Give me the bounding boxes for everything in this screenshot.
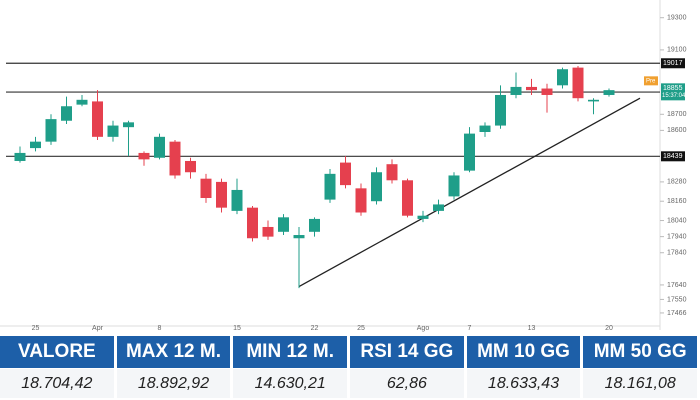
candle-body [30,141,41,149]
x-tick-label: 25 [357,325,365,332]
x-tick-label: 20 [605,325,613,332]
y-tick-label: 19100 [667,47,687,54]
candle-body [185,160,196,173]
candle-body [107,125,119,137]
value-cell: 14.630,21 [233,368,351,398]
candle-body [417,215,429,219]
candle-body [588,99,599,102]
candle-body [61,106,72,121]
candle-body [340,162,351,186]
value-cell: 18.892,92 [116,368,234,398]
candle-body [138,152,150,160]
candle-body [386,164,398,181]
candle-body [371,172,382,202]
x-tick-label: 7 [468,325,472,332]
y-tick-label: 19300 [667,15,687,22]
y-tick-label: 18600 [667,127,687,134]
y-tick-label: 17640 [667,282,687,289]
level-box [661,58,685,69]
header-cell: MM 50 GG [583,336,700,368]
candle-body [309,218,320,232]
candle-body [572,67,584,99]
candle-body [216,181,227,208]
level-label: 18439 [663,153,683,160]
candle-body [92,101,103,137]
candle-body [247,207,258,239]
pre-label: Pre [646,78,656,84]
header-cell: MAX 12 M. [116,336,234,368]
candle-body [169,141,181,176]
price-label: 18855 [663,85,683,92]
candle-body [541,88,553,95]
y-tick-label: 18040 [667,217,687,224]
value-cell: 18.161,08 [583,368,700,398]
x-tick-label: Apr [92,325,104,332]
y-tick-label: 18280 [667,179,687,186]
candle-body [76,99,88,105]
y-tick-label: 17840 [667,250,687,257]
value-cell: 62,86 [350,368,467,398]
x-tick-label: 25 [32,325,40,332]
x-tick-label: 8 [158,325,162,332]
candle-body [200,178,212,198]
trendline [298,97,641,288]
header-cell: MM 10 GG [466,336,584,368]
candle-body [464,133,475,171]
candle-body [123,122,134,128]
candle-body [479,125,491,132]
candle-body [355,188,367,213]
candle-body [448,175,460,197]
chart: 19300 19100 18700 18600 18280 18160 18040 17940… [0,0,687,332]
value-row: 18.704,42 18.892,92 14.630,21 62,86 18.633,4… [0,368,700,398]
stats-table: VALORE MAX 12 M. MIN 12 M. RSI 14 GG MM 10 G… [0,336,700,398]
candle-body [495,94,506,126]
candle-body [45,119,57,142]
candle-body [433,204,444,211]
candle-body [526,86,537,91]
candle-body [262,226,274,237]
value-cell: 18.633,43 [466,368,584,398]
x-tick-label: 15 [233,325,241,332]
time-label: 15:37:04 [662,93,686,99]
x-tick-label: 13 [528,325,536,332]
candle-body [293,235,305,239]
candle-body [278,217,289,232]
candle-body [402,180,413,216]
candle-body [14,152,26,161]
candle-body [324,173,336,200]
pre-badge [644,76,658,86]
header-cell: RSI 14 GG [350,336,467,368]
header-cell: MIN 12 M. [233,336,351,368]
header-cell: VALORE [0,336,117,368]
level-box [661,151,685,162]
candle-body [231,189,243,211]
header-row: VALORE MAX 12 M. MIN 12 M. RSI 14 GG MM 10 G… [0,336,700,368]
candle-body [603,90,615,95]
y-tick-label: 17940 [667,233,687,240]
candle-body [154,136,165,158]
value-cell: 18.704,42 [0,368,117,398]
y-tick-label: 17550 [667,296,687,303]
candle-body [510,86,522,95]
y-tick-label: 17466 [667,310,687,317]
price-box [661,83,685,101]
candle-body [557,69,568,86]
y-tick-label: 18700 [667,111,687,118]
x-tick-label: Ago [417,325,430,332]
y-tick-label: 18160 [667,198,687,205]
x-tick-label: 22 [311,325,319,332]
level-label: 19017 [663,60,683,67]
